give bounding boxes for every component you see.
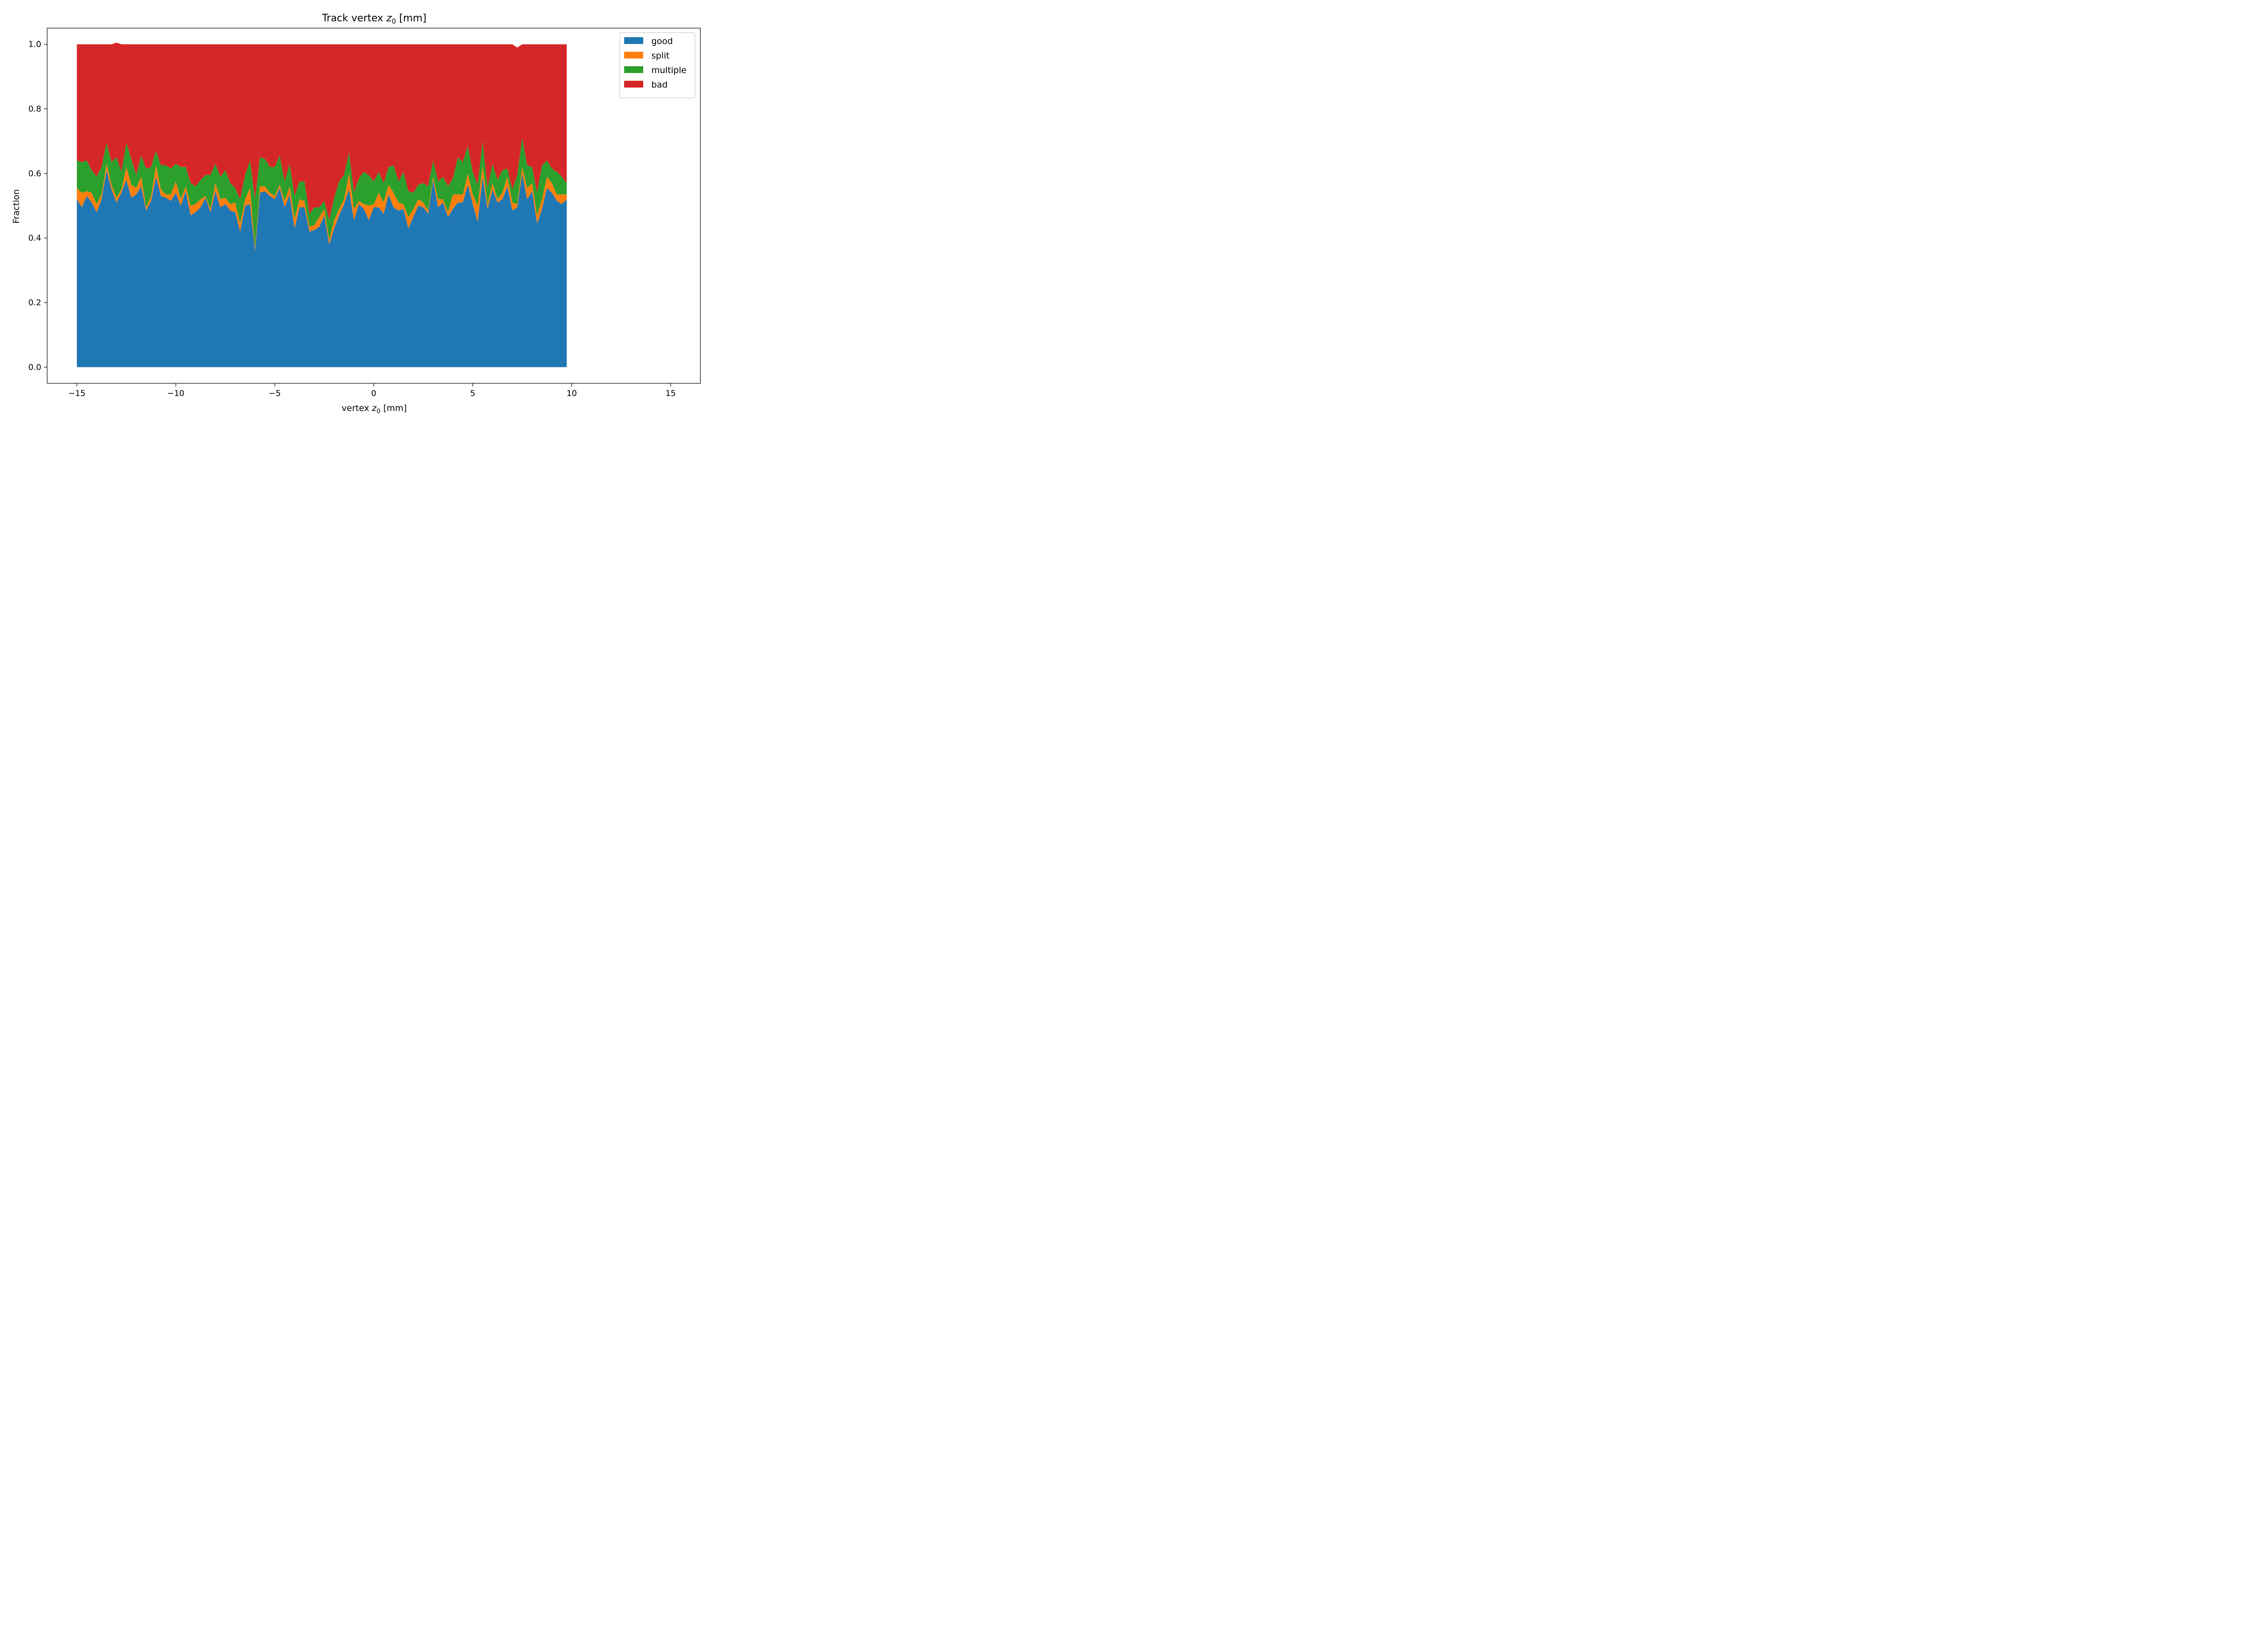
y-axis-title: Fraction xyxy=(11,189,21,224)
stacked-area-chart: −15 −10 −5 0 5 10 15 0.0 0.2 0.4 0.6 0.8 1.0 Track … xyxy=(11,13,701,415)
legend-swatch-bad xyxy=(624,81,643,88)
chart-title: Track vertex z0 [mm] xyxy=(322,13,426,25)
legend-label-split: split xyxy=(651,51,670,61)
legend-swatch-multiple xyxy=(624,66,643,73)
area-split xyxy=(77,163,567,251)
x-tick-label: 10 xyxy=(567,389,577,398)
x-tick-label: −10 xyxy=(167,389,185,398)
area-bad xyxy=(77,43,567,220)
area-good xyxy=(77,170,567,367)
y-tick-label: 0.8 xyxy=(28,104,41,114)
y-tick-label: 0.2 xyxy=(28,298,41,308)
x-tick-label: −15 xyxy=(68,389,85,398)
area-multiple xyxy=(77,138,567,248)
x-tick-label: 5 xyxy=(470,389,475,398)
y-tick-label: 0.0 xyxy=(28,362,41,372)
area-layers xyxy=(77,43,567,367)
y-tick-label: 0.6 xyxy=(28,169,41,178)
x-axis-ticks: −15 −10 −5 0 5 10 15 xyxy=(68,383,676,398)
legend-swatch-good xyxy=(624,37,643,44)
legend-label-bad: bad xyxy=(651,80,668,90)
legend-swatch-split xyxy=(624,52,643,59)
y-tick-label: 1.0 xyxy=(28,40,41,49)
legend: good split multiple bad xyxy=(619,32,695,98)
x-tick-label: −5 xyxy=(269,389,281,398)
x-tick-label: 15 xyxy=(665,389,676,398)
legend-label-multiple: multiple xyxy=(651,65,687,75)
x-tick-label: 0 xyxy=(371,389,376,398)
legend-label-good: good xyxy=(651,36,673,46)
x-axis-title: vertex z0 [mm] xyxy=(342,403,407,415)
y-tick-label: 0.4 xyxy=(28,234,41,243)
y-axis-ticks: 0.0 0.2 0.4 0.6 0.8 1.0 xyxy=(28,40,47,372)
